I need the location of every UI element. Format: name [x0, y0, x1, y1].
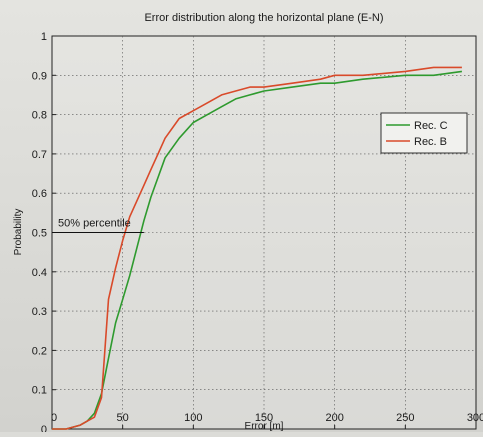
series-lines	[52, 66, 463, 430]
x-tick-label: 150	[255, 412, 273, 424]
legend-box	[380, 112, 468, 154]
series-line-rec-b	[52, 66, 462, 430]
x-axis-label: Error [m]	[245, 421, 284, 432]
x-tick-label: 250	[396, 412, 414, 424]
legend-entry: Rec. C	[414, 120, 448, 132]
y-axis-label: Probability	[13, 209, 24, 256]
y-tick-label: 0.8	[32, 110, 47, 122]
x-tick-label: 300	[467, 412, 483, 424]
x-tick-label: 0	[51, 412, 57, 424]
y-tick-label: 1	[41, 31, 47, 43]
axis-ticks: 0 50 100 150 200 250 300 0 0.1 0.2 0.3 0.4 0.5 0.6 0.7…	[32, 31, 483, 436]
y-tick-label: 0.4	[32, 267, 47, 279]
chart-title: Error distribution along the horizontal …	[144, 12, 383, 24]
y-tick-label: 0.6	[32, 188, 47, 200]
y-tick-label: 0.7	[32, 149, 47, 161]
y-tick-label: 0.1	[32, 385, 47, 397]
y-tick-label: 0.3	[32, 306, 47, 318]
annotations: 50% percentile	[52, 218, 144, 233]
series-line-rec-c	[52, 70, 463, 430]
y-tick-label: 0.9	[32, 70, 47, 82]
y-tick-label: 0.2	[32, 345, 47, 357]
legend: Rec. C Rec. B	[380, 112, 468, 154]
legend-entry: Rec. B	[414, 136, 447, 148]
x-tick-label: 100	[184, 412, 202, 424]
x-tick-label: 50	[117, 412, 129, 424]
y-tick-label: 0.5	[32, 228, 47, 240]
percentile-annotation: 50% percentile	[58, 218, 131, 230]
x-tick-label: 200	[325, 412, 343, 424]
y-tick-label: 0	[41, 424, 47, 432]
